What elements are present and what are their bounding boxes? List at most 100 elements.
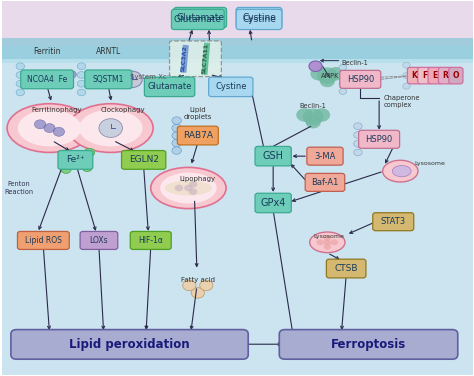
Circle shape: [61, 74, 71, 81]
Circle shape: [354, 140, 362, 147]
Circle shape: [324, 235, 331, 241]
Circle shape: [403, 62, 410, 68]
Text: Beclin-1: Beclin-1: [341, 59, 368, 65]
Circle shape: [189, 181, 197, 188]
FancyBboxPatch shape: [58, 150, 93, 169]
Text: P: P: [313, 63, 318, 69]
Ellipse shape: [151, 167, 226, 209]
Text: R: R: [443, 71, 448, 80]
Text: Fenton
Reaction: Fenton Reaction: [4, 182, 34, 194]
Circle shape: [55, 71, 65, 78]
Circle shape: [354, 123, 362, 130]
Text: K: K: [411, 71, 418, 80]
Circle shape: [16, 80, 25, 87]
Text: Clockophagy: Clockophagy: [100, 108, 145, 114]
Circle shape: [339, 80, 346, 86]
Text: EGLN2: EGLN2: [128, 155, 159, 164]
Circle shape: [296, 108, 313, 122]
Text: SQSTM1: SQSTM1: [92, 75, 124, 84]
Circle shape: [310, 67, 328, 80]
Circle shape: [61, 165, 71, 173]
FancyBboxPatch shape: [449, 67, 463, 84]
FancyBboxPatch shape: [121, 150, 166, 169]
FancyBboxPatch shape: [255, 193, 292, 213]
FancyBboxPatch shape: [174, 8, 227, 28]
Ellipse shape: [165, 180, 212, 196]
Text: Lysosome: Lysosome: [414, 161, 445, 166]
Text: STAT3: STAT3: [381, 217, 406, 226]
Text: System Xc⁻: System Xc⁻: [130, 74, 171, 80]
Circle shape: [354, 132, 362, 138]
Circle shape: [317, 239, 324, 245]
FancyBboxPatch shape: [85, 70, 132, 89]
FancyBboxPatch shape: [418, 67, 432, 84]
Text: O: O: [453, 71, 459, 80]
Circle shape: [200, 280, 213, 291]
Text: ARNTL: ARNTL: [96, 47, 121, 56]
Text: HSP90: HSP90: [365, 135, 393, 144]
Circle shape: [16, 63, 25, 70]
Circle shape: [324, 244, 331, 250]
FancyBboxPatch shape: [438, 67, 453, 84]
Circle shape: [320, 75, 335, 87]
FancyBboxPatch shape: [327, 259, 366, 278]
Text: Ferritinophagy: Ferritinophagy: [31, 108, 82, 114]
Text: Glutamate: Glutamate: [174, 15, 222, 24]
FancyBboxPatch shape: [307, 147, 343, 165]
Circle shape: [306, 117, 321, 129]
Circle shape: [67, 71, 76, 78]
Circle shape: [82, 163, 92, 171]
Text: Glutamate: Glutamate: [176, 13, 224, 22]
Text: CTSB: CTSB: [335, 264, 358, 273]
Ellipse shape: [310, 232, 345, 253]
Text: Lipid
droplets: Lipid droplets: [183, 106, 212, 120]
Circle shape: [339, 64, 346, 70]
Text: Cystine: Cystine: [215, 82, 246, 91]
Circle shape: [121, 71, 142, 88]
Text: Baf-A1: Baf-A1: [311, 178, 338, 187]
Circle shape: [53, 127, 64, 136]
Text: Cystine: Cystine: [242, 15, 276, 24]
Circle shape: [175, 185, 183, 191]
Circle shape: [35, 120, 46, 129]
Circle shape: [339, 72, 346, 78]
Text: E: E: [433, 71, 438, 80]
FancyBboxPatch shape: [236, 9, 282, 30]
Text: AMPK: AMPK: [320, 73, 339, 79]
Text: LOXs: LOXs: [90, 236, 108, 245]
Text: Chaperone
complex: Chaperone complex: [384, 96, 420, 108]
FancyBboxPatch shape: [255, 146, 292, 166]
Text: Cystine: Cystine: [242, 13, 276, 22]
FancyBboxPatch shape: [279, 330, 458, 359]
FancyBboxPatch shape: [80, 232, 118, 249]
Circle shape: [354, 149, 362, 156]
FancyBboxPatch shape: [18, 232, 69, 249]
Circle shape: [77, 71, 86, 78]
FancyBboxPatch shape: [170, 41, 221, 77]
Text: Lipophagy: Lipophagy: [180, 176, 216, 182]
Circle shape: [191, 288, 204, 298]
Bar: [2, 45, 474, 375]
Circle shape: [44, 124, 55, 133]
Bar: [2, 59, 474, 63]
Circle shape: [189, 188, 197, 195]
Ellipse shape: [392, 165, 411, 177]
Text: HSP90: HSP90: [346, 75, 374, 84]
FancyBboxPatch shape: [21, 70, 73, 89]
Circle shape: [58, 150, 69, 158]
Circle shape: [331, 239, 338, 245]
Circle shape: [16, 71, 25, 78]
Circle shape: [16, 89, 25, 96]
Circle shape: [313, 108, 330, 122]
Circle shape: [84, 148, 95, 156]
Ellipse shape: [383, 160, 418, 182]
FancyBboxPatch shape: [172, 9, 224, 30]
Circle shape: [324, 239, 331, 245]
Bar: [2, 1, 474, 45]
Ellipse shape: [68, 104, 153, 152]
Text: RAB7A: RAB7A: [183, 131, 213, 140]
Text: SLC3A2: SLC3A2: [181, 45, 188, 72]
Text: Fatty acid: Fatty acid: [181, 277, 215, 283]
Text: SLC7A11: SLC7A11: [202, 43, 210, 74]
FancyBboxPatch shape: [145, 77, 195, 97]
